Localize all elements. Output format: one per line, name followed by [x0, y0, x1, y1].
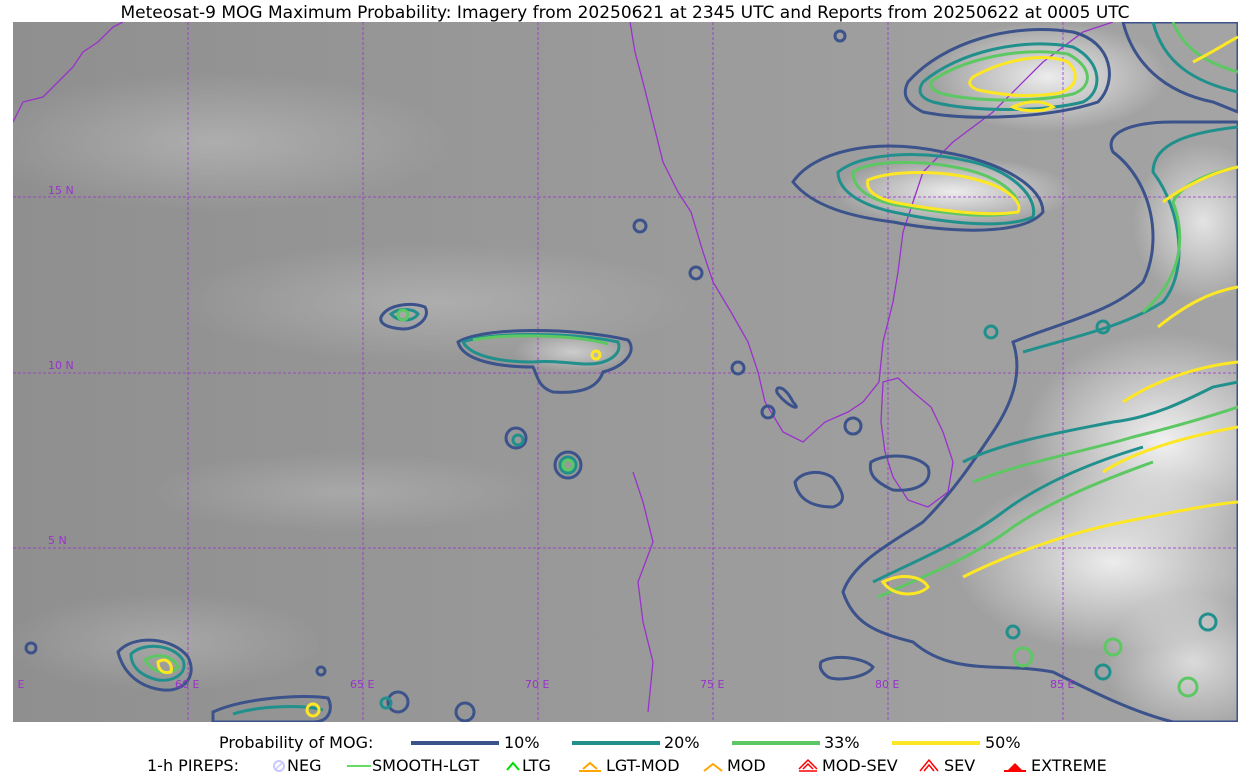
mod-sev-double-caret-icon: [798, 758, 818, 772]
contour-10pct: [24, 22, 1238, 722]
probability-legend: Probability of MOG: 10% 20% 33% 50%: [0, 733, 1250, 753]
svg-text:10 N: 10 N: [48, 359, 74, 372]
legend-swatch-20pct: [572, 741, 660, 745]
lon-labels: 55 E 60 E 65 E 70 E 75 E 80 E 85 E: [13, 678, 1074, 691]
svg-text:65 E: 65 E: [350, 678, 374, 691]
legend-label-50pct: 50%: [985, 733, 1021, 752]
lat-lon-grid: [13, 22, 1238, 722]
pirep-legend: 1-h PIREPS: NEG SMOOTH-LGT LTG LGT-MOD M…: [0, 756, 1250, 776]
pirep-label-neg: NEG: [287, 756, 322, 775]
pirep-legend-title: 1-h PIREPS:: [147, 756, 239, 775]
legend-label-33pct: 33%: [824, 733, 860, 752]
smooth-lgt-line-icon: [347, 765, 371, 767]
legend-label-10pct: 10%: [504, 733, 540, 752]
lgt-mod-caret-bar-icon: [579, 761, 601, 772]
svg-text:60 E: 60 E: [175, 678, 199, 691]
svg-text:5 N: 5 N: [48, 534, 67, 547]
probability-legend-title: Probability of MOG:: [219, 733, 374, 752]
pirep-label-smooth-lgt: SMOOTH-LGT: [372, 756, 480, 775]
svg-text:15 N: 15 N: [48, 184, 74, 197]
svg-text:70 E: 70 E: [525, 678, 549, 691]
pirep-label-mod-sev: MOD-SEV: [822, 756, 898, 775]
pirep-label-lgt-mod: LGT-MOD: [606, 756, 680, 775]
extreme-filled-triangle-icon: [1004, 763, 1026, 772]
map-title: Meteosat-9 MOG Maximum Probability: Imag…: [120, 3, 1130, 23]
contour-50pct: [156, 35, 1238, 718]
legend-swatch-33pct: [732, 741, 820, 745]
legend-swatch-10pct: [411, 741, 499, 745]
svg-text:75 E: 75 E: [700, 678, 724, 691]
svg-text:55 E: 55 E: [13, 678, 24, 691]
satellite-map: 15 N 10 N 5 N 55 E 60 E 65 E 70 E 75 E 8…: [13, 22, 1238, 722]
legend-swatch-50pct: [892, 741, 980, 745]
ltg-caret-icon: [506, 761, 520, 771]
neg-circle-icon: [273, 760, 285, 772]
legend-label-20pct: 20%: [664, 733, 700, 752]
sev-double-caret-icon: [919, 758, 939, 772]
svg-text:80 E: 80 E: [875, 678, 899, 691]
pirep-label-extreme: EXTREME: [1031, 756, 1107, 775]
pirep-label-mod: MOD: [727, 756, 766, 775]
pirep-label-sev: SEV: [944, 756, 976, 775]
coastlines: [13, 22, 1114, 713]
pirep-label-ltg: LTG: [522, 756, 551, 775]
contour-20pct: [129, 22, 1238, 716]
svg-text:85 E: 85 E: [1050, 678, 1074, 691]
mod-caret-icon: [703, 762, 723, 772]
lat-labels: 15 N 10 N 5 N: [48, 184, 74, 547]
